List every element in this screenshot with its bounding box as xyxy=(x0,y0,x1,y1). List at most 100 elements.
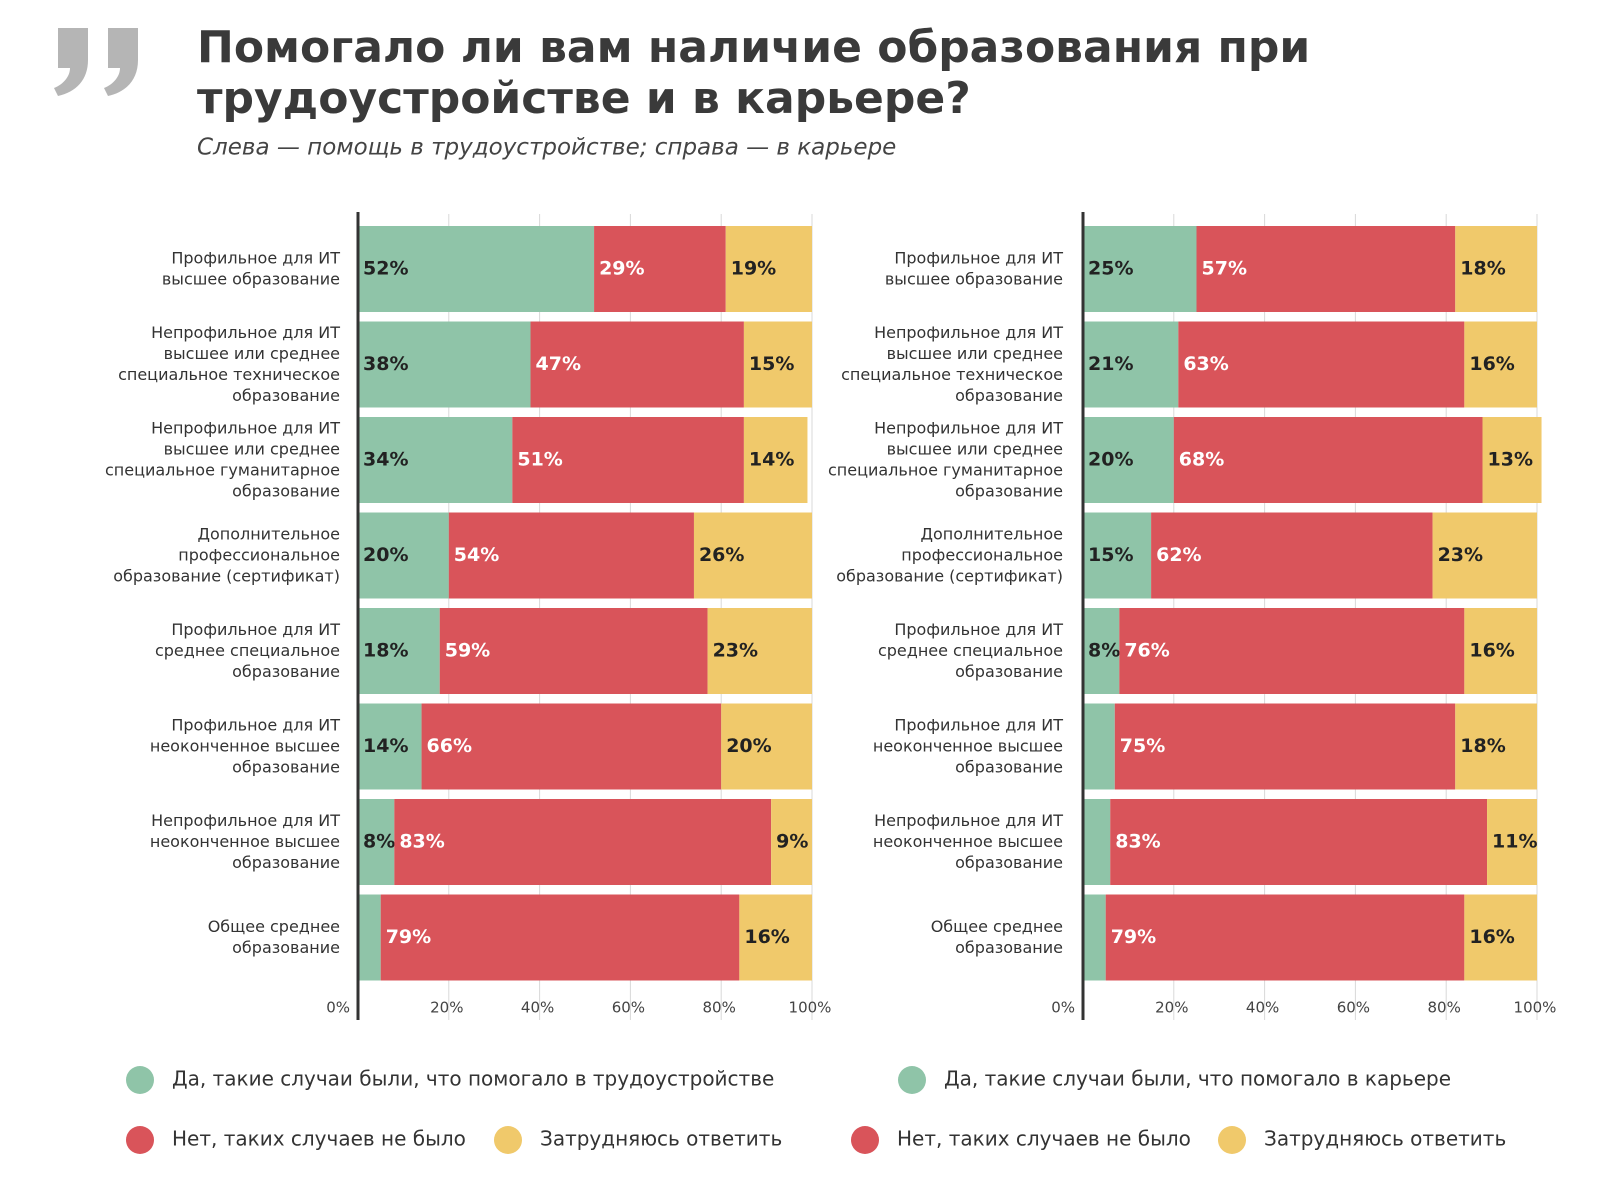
x-tick-label: 100% xyxy=(789,999,832,1017)
category-label: Непрофильное для ИТ высшее или среднее спе… xyxy=(105,418,340,500)
category-line: среднее специальное xyxy=(155,641,340,660)
value-label: 25% xyxy=(1088,258,1133,280)
category-line: неоконченное высшее xyxy=(873,736,1063,755)
legend-marker xyxy=(1218,1126,1246,1154)
legend-marker xyxy=(126,1066,154,1094)
value-label: 14% xyxy=(749,449,794,471)
legend-label: Да, такие случаи были, что помогало в тр… xyxy=(172,1067,774,1091)
value-label: 52% xyxy=(363,258,408,280)
category-label: Непрофильное для ИТ высшее или среднее спе… xyxy=(841,323,1063,405)
value-label: 59% xyxy=(445,640,490,662)
value-label: 13% xyxy=(1488,449,1533,471)
value-label: 16% xyxy=(1469,926,1514,948)
category-line: образование xyxy=(955,386,1063,405)
category-line: Непрофильное для ИТ xyxy=(874,418,1063,437)
value-label: 20% xyxy=(1088,449,1133,471)
x-tick-label: 80% xyxy=(703,999,736,1017)
x-tick-label: 40% xyxy=(1246,999,1279,1017)
value-label: 66% xyxy=(427,735,472,757)
category-line: Профильное для ИТ xyxy=(894,620,1063,639)
category-line: образование xyxy=(955,662,1063,681)
category-line: Профильное для ИТ xyxy=(171,620,340,639)
value-label: 34% xyxy=(363,449,408,471)
value-label: 83% xyxy=(1115,831,1160,853)
bar-segment xyxy=(380,894,740,981)
chart-title: Помогало ли вам наличие образования при xyxy=(197,22,1310,73)
category-line: образование xyxy=(955,481,1063,500)
x-tick-label: 20% xyxy=(1155,999,1188,1017)
category-line: Дополнительное xyxy=(920,524,1063,543)
bar-segment xyxy=(771,799,812,885)
bar-segment xyxy=(1105,894,1465,981)
bar-segment xyxy=(1173,417,1483,503)
category-label: Профильное для ИТ неоконченное высшее обра… xyxy=(873,715,1063,776)
category-line: неоконченное высшее xyxy=(150,832,340,851)
x-tick-label: 60% xyxy=(612,999,645,1017)
value-label: 57% xyxy=(1202,258,1247,280)
category-line: Непрофильное для ИТ xyxy=(874,323,1063,342)
bar-segment xyxy=(358,512,449,599)
category-label: Профильное для ИТ среднее специальное обра… xyxy=(878,620,1063,681)
bar-segment xyxy=(1455,703,1537,790)
value-label: 68% xyxy=(1179,449,1224,471)
value-label: 76% xyxy=(1124,640,1169,662)
value-label: 75% xyxy=(1120,735,1165,757)
category-label: Профильное для ИТ высшее образование xyxy=(162,248,340,288)
value-label: 47% xyxy=(536,353,581,375)
category-line: образование (сертификат) xyxy=(113,566,340,585)
value-label: 63% xyxy=(1183,353,1228,375)
x-tick-label: 0% xyxy=(326,999,350,1017)
category-line: специальное гуманитарное xyxy=(105,460,340,479)
bar-segment xyxy=(1083,799,1111,885)
category-label: Общее среднее образование xyxy=(208,917,340,957)
value-label: 79% xyxy=(386,926,431,948)
bar-segment xyxy=(1083,226,1197,312)
bar-segment xyxy=(725,226,812,312)
x-tick-label: 20% xyxy=(430,999,463,1017)
bar-segment xyxy=(1487,799,1537,885)
bar-segment xyxy=(530,321,744,408)
bar-segment xyxy=(1464,894,1537,981)
category-line: высшее или среднее xyxy=(887,344,1063,363)
bar-segment xyxy=(358,799,395,885)
bar-segment xyxy=(743,321,812,408)
bar-segment xyxy=(707,608,812,694)
category-label: Профильное для ИТ высшее образование xyxy=(885,248,1063,288)
value-label: 20% xyxy=(363,544,408,566)
bar-segment xyxy=(1464,608,1537,694)
value-label: 15% xyxy=(1088,544,1133,566)
value-label: 23% xyxy=(1438,544,1483,566)
value-label: 11% xyxy=(1492,831,1537,853)
category-line: образование (сертификат) xyxy=(836,566,1063,585)
category-line: образование xyxy=(232,662,340,681)
category-line: Общее среднее xyxy=(208,917,340,936)
category-line: Профильное для ИТ xyxy=(894,715,1063,734)
category-line: Профильное для ИТ xyxy=(894,248,1063,267)
value-label: 9% xyxy=(776,831,808,853)
category-label: Непрофильное для ИТ высшее или среднее спе… xyxy=(828,418,1063,500)
bar-segment xyxy=(1110,799,1488,885)
value-label: 54% xyxy=(454,544,499,566)
value-label: 19% xyxy=(731,258,776,280)
legend-label: Нет, таких случаев не было xyxy=(897,1127,1191,1151)
value-label: 18% xyxy=(363,640,408,662)
category-label: Общее среднее образование xyxy=(931,917,1063,957)
legend-label: Нет, таких случаев не было xyxy=(172,1127,466,1151)
value-label: 38% xyxy=(363,353,408,375)
bar-segment xyxy=(512,417,744,503)
category-label: Непрофильное для ИТ высшее или среднее спе… xyxy=(118,323,340,405)
category-label: Дополнительное профессиональное образовани… xyxy=(836,524,1063,585)
bar-segment xyxy=(743,417,808,503)
category-line: образование xyxy=(232,386,340,405)
value-label: 15% xyxy=(749,353,794,375)
value-label: 51% xyxy=(517,449,562,471)
category-line: высшее или среднее xyxy=(887,439,1063,458)
bar-segment xyxy=(358,703,422,790)
bar-segment xyxy=(1083,703,1115,790)
value-label: 18% xyxy=(1460,258,1505,280)
value-label: 62% xyxy=(1156,544,1201,566)
value-label: 21% xyxy=(1088,353,1133,375)
bar-segment xyxy=(1178,321,1465,408)
bar-segment xyxy=(394,799,772,885)
chart-subtitle: Слева — помощь в трудоустройстве; справа… xyxy=(197,135,896,161)
